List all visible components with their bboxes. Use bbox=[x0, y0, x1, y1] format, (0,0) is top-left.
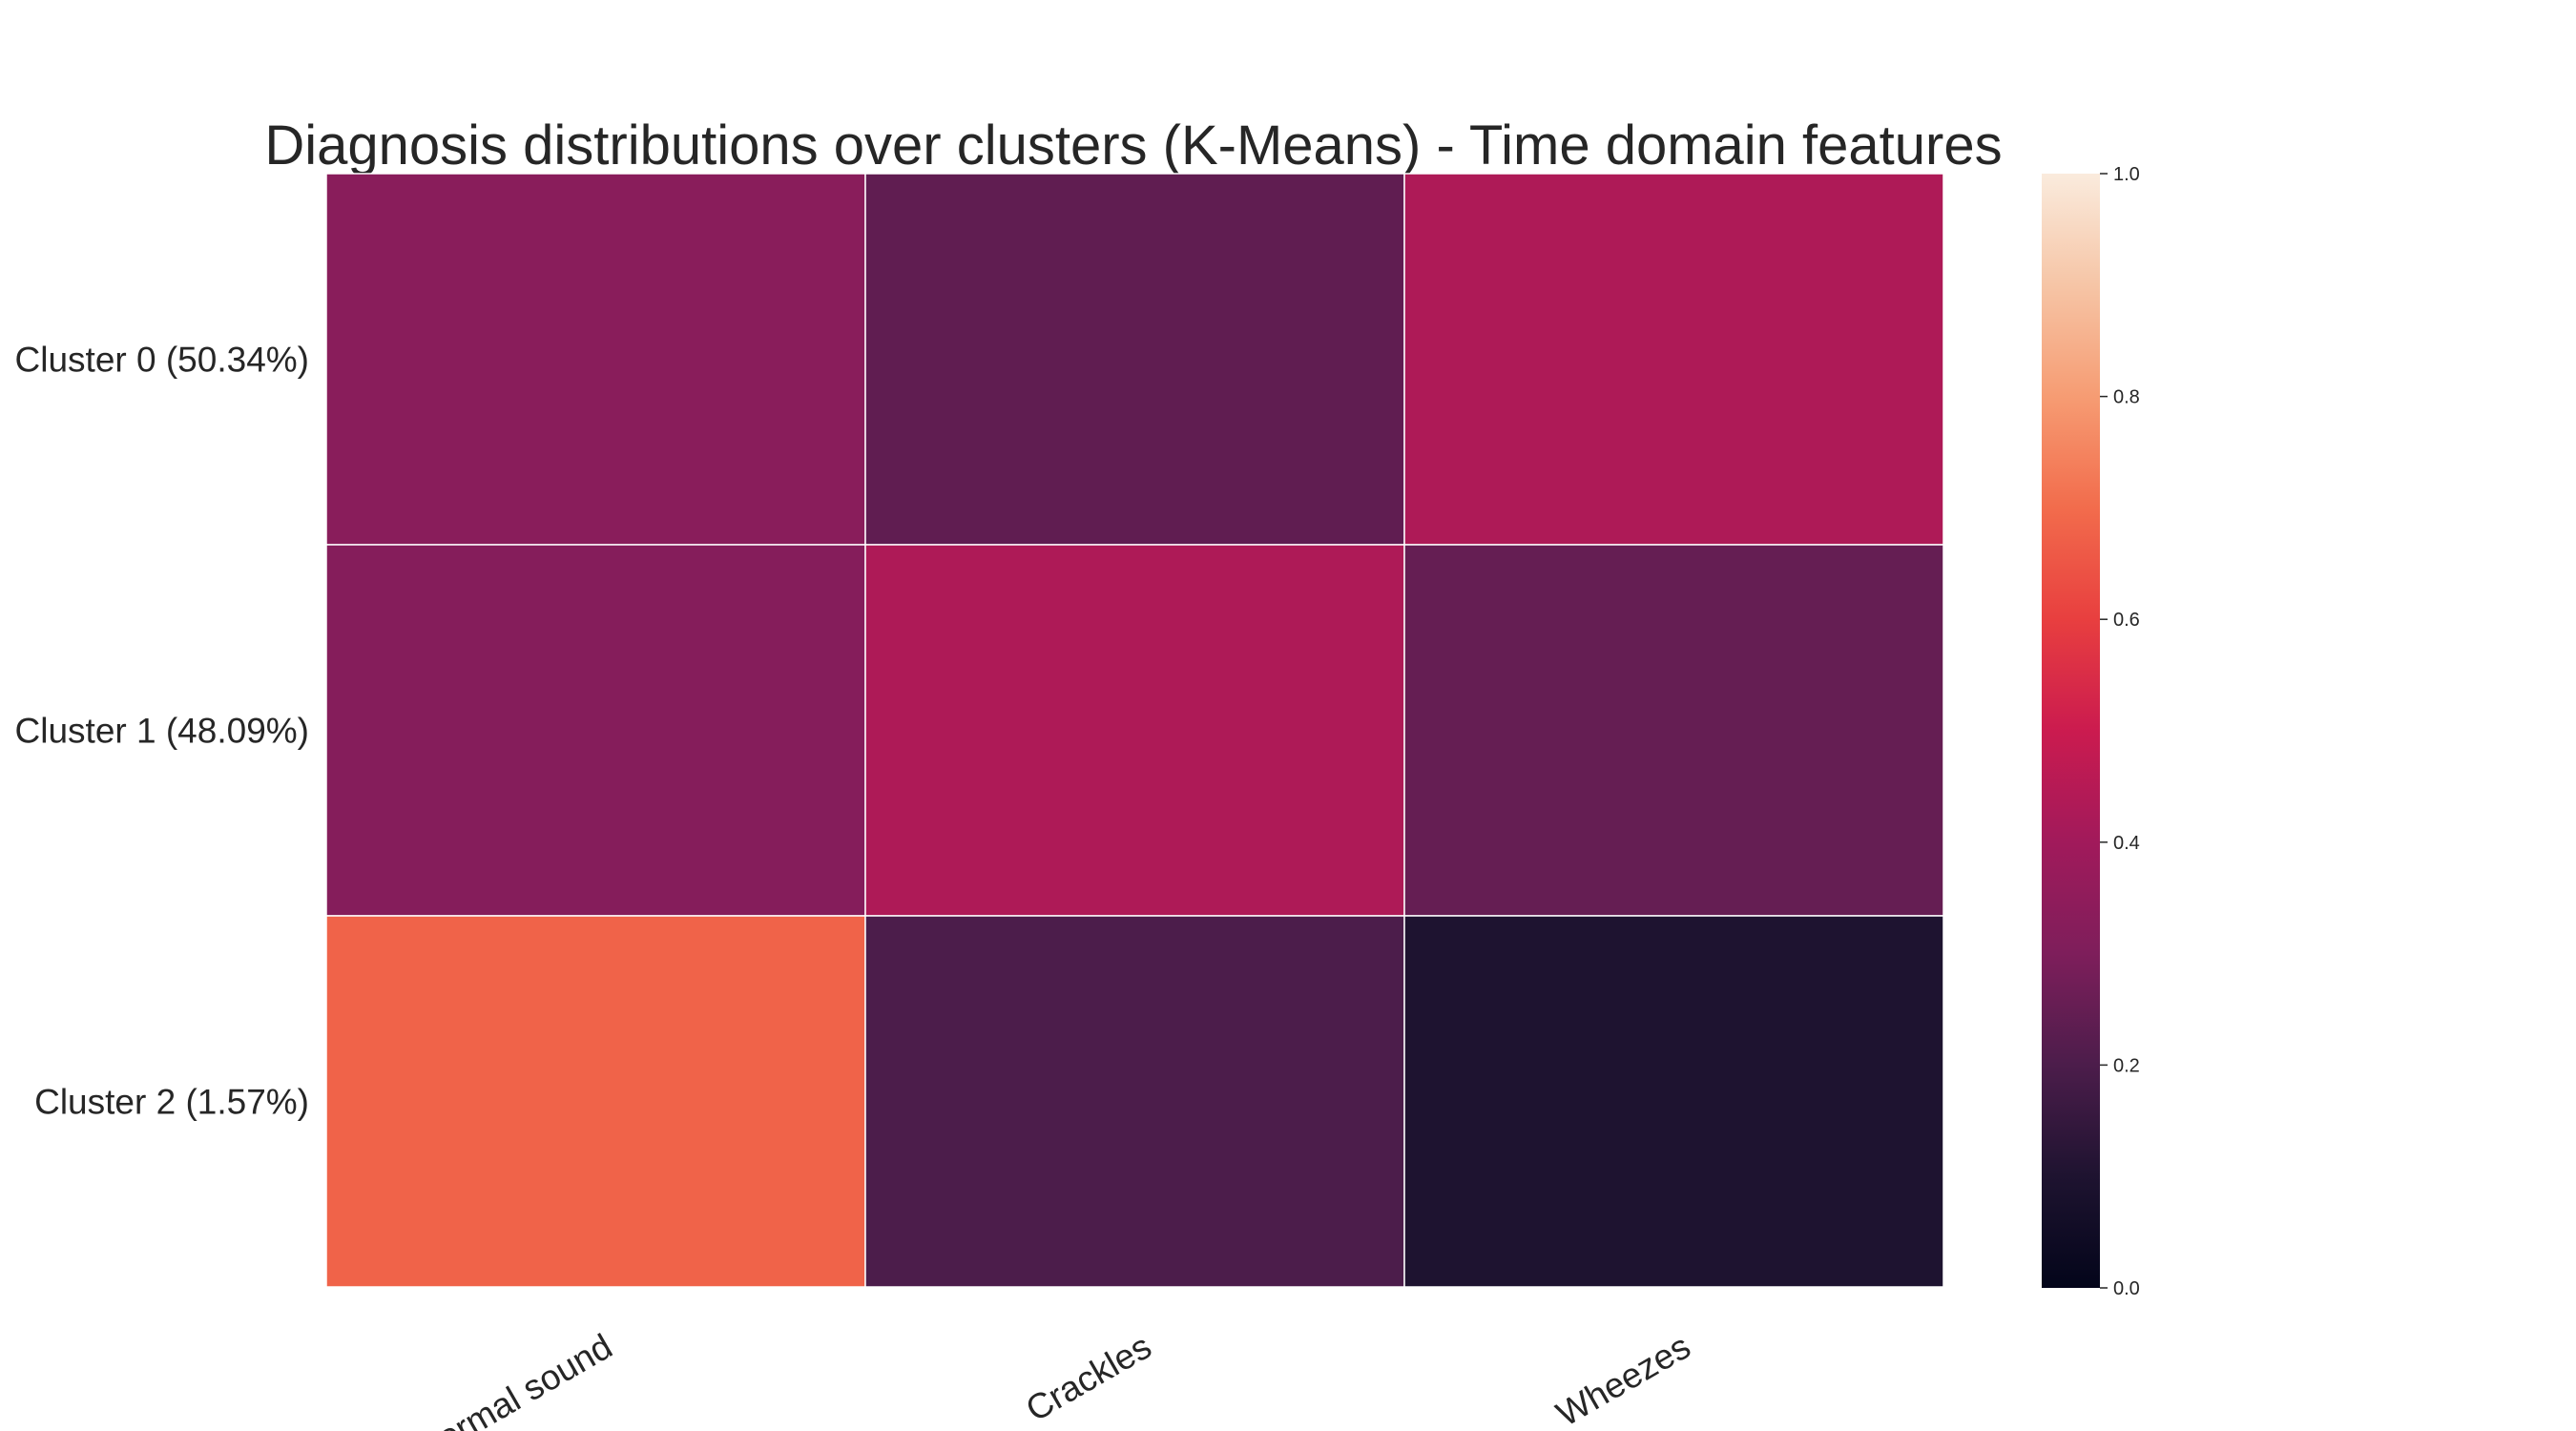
x-tick-labels: Normal sound Crackles Wheezes bbox=[409, 1326, 1697, 1431]
heatmap-cell bbox=[1403, 915, 1944, 1288]
heatmap-cell bbox=[325, 173, 866, 546]
heatmap-cell bbox=[864, 173, 1405, 546]
y-tick-label: Cluster 1 (48.09%) bbox=[15, 712, 309, 751]
colorbar-ticks: 0.0 0.2 0.4 0.6 0.8 1.0 bbox=[2100, 164, 2140, 1299]
colorbar-tick-label: 0.4 bbox=[2113, 833, 2140, 854]
colorbar-tick-label: 1.0 bbox=[2113, 164, 2140, 185]
x-tick-label: Wheezes bbox=[1549, 1326, 1696, 1431]
heatmap-cell bbox=[1403, 173, 1944, 546]
heatmap-cells bbox=[325, 173, 1944, 1288]
colorbar-tick-label: 0.6 bbox=[2113, 610, 2140, 631]
chart-title: Diagnosis distributions over clusters (K… bbox=[264, 114, 2002, 176]
heatmap-cell bbox=[325, 544, 866, 917]
heatmap-cell bbox=[864, 544, 1405, 917]
colorbar: 0.0 0.2 0.4 0.6 0.8 1.0 bbox=[2042, 164, 2140, 1299]
y-tick-label: Cluster 0 (50.34%) bbox=[15, 341, 309, 380]
colorbar-tick-label: 0.8 bbox=[2113, 387, 2140, 408]
colorbar-gradient bbox=[2042, 174, 2100, 1288]
colorbar-tick-label: 0.2 bbox=[2113, 1055, 2140, 1076]
heatmap-cell bbox=[325, 915, 866, 1288]
heatmap-cell bbox=[1403, 544, 1944, 917]
y-tick-label: Cluster 2 (1.57%) bbox=[34, 1083, 309, 1122]
x-tick-label: Normal sound bbox=[409, 1326, 619, 1431]
y-tick-labels: Cluster 0 (50.34%) Cluster 1 (48.09%) Clus… bbox=[15, 341, 309, 1122]
colorbar-tick-label: 0.0 bbox=[2113, 1278, 2140, 1299]
x-tick-label: Crackles bbox=[1019, 1326, 1157, 1428]
heatmap-cell bbox=[864, 915, 1405, 1288]
